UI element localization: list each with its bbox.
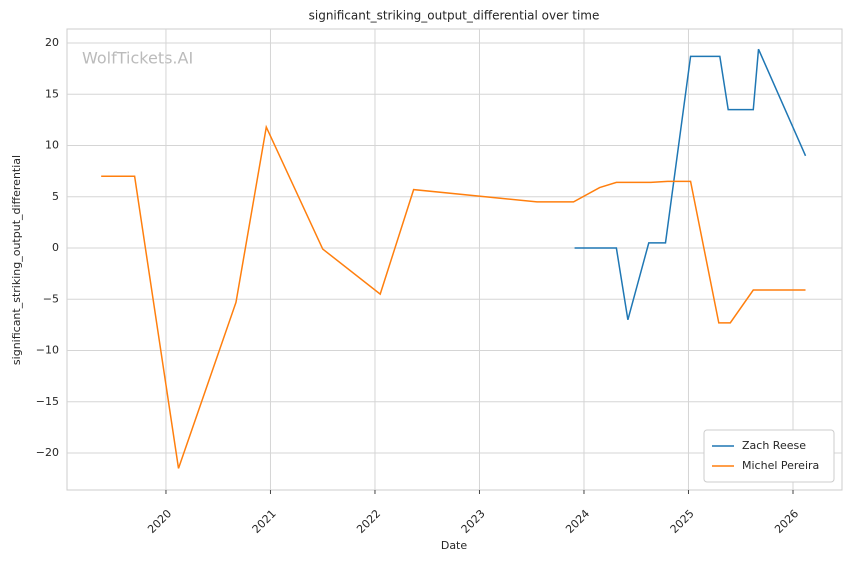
y-tick-label: −10: [36, 344, 59, 357]
x-tick-label: 2020: [145, 507, 174, 536]
y-tick-label: 5: [52, 190, 59, 203]
y-tick-label: −15: [36, 395, 59, 408]
y-tick-label: −20: [36, 446, 59, 459]
x-tick-label: 2022: [354, 507, 383, 536]
watermark: WolfTickets.AI: [82, 49, 193, 68]
x-tick-label: 2025: [668, 507, 697, 536]
y-axis-label: significant_striking_output_differential: [10, 155, 23, 365]
legend-label: Michel Pereira: [742, 459, 819, 472]
series-line: [101, 124, 806, 469]
x-tick-label: 2023: [459, 507, 488, 536]
y-tick-label: 15: [45, 87, 59, 100]
plot-area: [66, 28, 843, 491]
chart-title: significant_striking_output_differential…: [309, 9, 600, 23]
x-axis-label: Date: [441, 539, 468, 552]
legend-label: Zach Reese: [742, 439, 806, 452]
x-tick-label: 2021: [250, 507, 279, 536]
x-tick-label: 2026: [772, 507, 801, 536]
y-tick-label: 20: [45, 36, 59, 49]
series-line: [574, 48, 807, 320]
y-tick-label: −5: [43, 292, 59, 305]
legend-box: [703, 429, 835, 483]
y-tick-label: 0: [52, 241, 59, 254]
y-tick-label: 10: [45, 139, 59, 152]
x-tick-label: 2024: [563, 507, 592, 536]
